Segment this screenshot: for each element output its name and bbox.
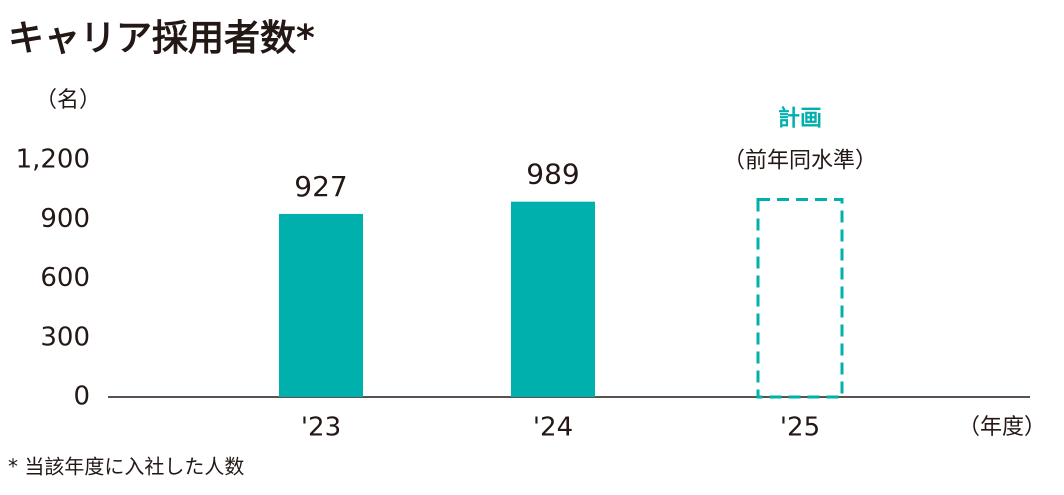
x-unit: （年度）: [958, 415, 1046, 440]
x-tick-label: '23: [301, 413, 341, 443]
value-label: 989: [526, 158, 579, 191]
value-label: 927: [294, 170, 347, 203]
bar: [511, 201, 595, 397]
x-tick-label: '24: [533, 413, 573, 443]
y-tick-label: 900: [40, 204, 90, 234]
y-tick-label: 300: [40, 322, 90, 352]
x-tick-label: '25: [780, 413, 820, 443]
annotation-text: （前年同水準）: [723, 149, 877, 174]
y-tick-label: 600: [40, 263, 90, 293]
footnote: * 当該年度に入社した人数: [8, 455, 244, 479]
y-unit: （名）: [35, 88, 101, 113]
annotation-title: 計画: [778, 106, 822, 132]
bar: [279, 213, 363, 397]
planned-bar: [756, 198, 844, 399]
y-tick-label: 1,200: [16, 145, 90, 175]
chart-title: キャリア採用者数*: [8, 18, 315, 59]
y-tick-label: 0: [73, 382, 90, 412]
